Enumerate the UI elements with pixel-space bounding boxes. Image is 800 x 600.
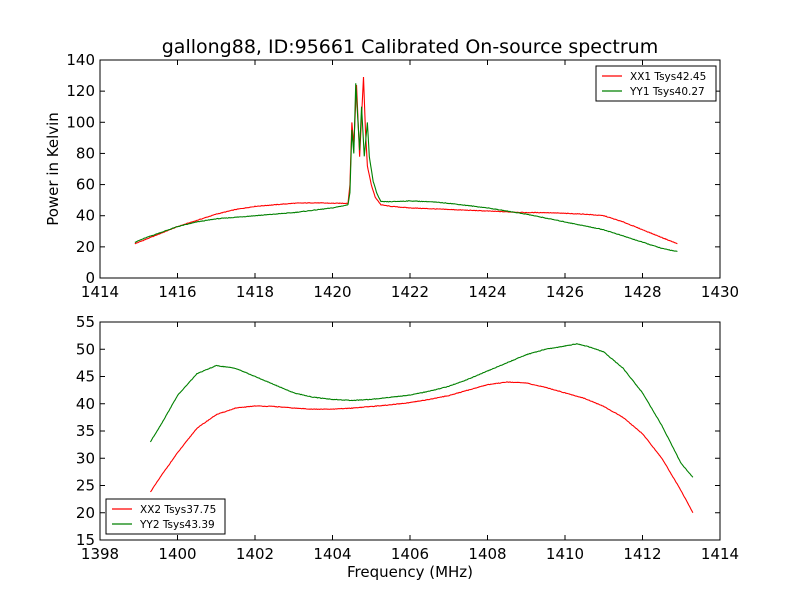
- top-y-tick-label: 0: [85, 269, 95, 287]
- top-x-tick-label: 1430: [701, 283, 739, 301]
- bottom-plot: 1398 1400 1402 1404 1406 1408 1410 1412 1414 15 20…: [76, 313, 739, 563]
- top-x-tick-label: 1420: [313, 283, 351, 301]
- bottom-x-tick-label: 1400: [158, 545, 196, 563]
- bottom-series-line-1: [149, 381, 694, 513]
- top-x-tick-label: 1422: [391, 283, 429, 301]
- top-legend-label-1: XX1 Tsys42.45: [630, 71, 706, 83]
- top-x-tick-label: 1416: [158, 283, 196, 301]
- bottom-legend-box: [105, 498, 226, 535]
- bottom-x-tick-label: 1408: [468, 545, 506, 563]
- bottom-y-tick-label: 20: [76, 504, 95, 522]
- top-plot-ticks-layer: 1414 1416 1418 1420 1422 1424 1426 1428 1430 0 20 4…: [66, 51, 739, 301]
- top-y-tick-label: 140: [66, 51, 95, 69]
- bottom-y-tick-label: 55: [76, 313, 95, 331]
- bottom-legend-label-1: XX2 Tsys37.75: [140, 504, 216, 516]
- bottom-x-tick-label: 1402: [236, 545, 274, 563]
- figure-title: gallong88, ID:95661 Calibrated On-source…: [162, 36, 658, 58]
- bottom-x-tick-label: 1414: [701, 545, 739, 563]
- top-plot-series-layer: [134, 76, 678, 253]
- bottom-series-line-2: [149, 343, 694, 478]
- top-x-tick-label: 1424: [468, 283, 506, 301]
- bottom-y-tick-label: 35: [76, 422, 95, 440]
- top-legend-label-2: YY1 Tsys40.27: [629, 86, 705, 98]
- bottom-y-tick-label: 40: [76, 395, 95, 413]
- bottom-plot-legend: XX2 Tsys37.75 YY2 Tsys43.39: [105, 498, 226, 535]
- figure-xlabel: Frequency (MHz): [347, 563, 473, 581]
- bottom-y-tick-label: 50: [76, 340, 95, 358]
- top-plot-ylabel: Power in Kelvin: [44, 112, 62, 226]
- bottom-x-tick-label: 1410: [546, 545, 584, 563]
- top-y-tick-label: 120: [66, 82, 95, 100]
- bottom-plot-series-layer: [149, 343, 694, 513]
- top-plot-legend: XX1 Tsys42.45 YY1 Tsys40.27: [595, 65, 717, 102]
- bottom-y-tick-label: 45: [76, 368, 95, 386]
- top-x-tick-label: 1428: [623, 283, 661, 301]
- bottom-x-tick-label: 1412: [623, 545, 661, 563]
- top-series-line-1: [134, 76, 678, 245]
- top-plot: 1414 1416 1418 1420 1422 1424 1426 1428 1430 0 20 4…: [44, 51, 739, 301]
- bottom-plot-ticks-layer: 1398 1400 1402 1404 1406 1408 1410 1412 1414 15 20…: [76, 313, 739, 563]
- bottom-legend-label-2: YY2 Tsys43.39: [139, 519, 215, 531]
- top-y-tick-label: 100: [66, 113, 95, 131]
- top-y-tick-label: 40: [76, 207, 95, 225]
- top-x-tick-label: 1426: [546, 283, 584, 301]
- top-y-tick-label: 60: [76, 176, 95, 194]
- top-y-tick-label: 20: [76, 238, 95, 256]
- bottom-y-tick-label: 30: [76, 449, 95, 467]
- top-y-tick-label: 80: [76, 144, 95, 162]
- top-legend-box: [595, 65, 717, 102]
- bottom-x-tick-label: 1404: [313, 545, 351, 563]
- top-series-line-2: [134, 83, 678, 253]
- bottom-y-tick-label: 25: [76, 477, 95, 495]
- bottom-x-tick-label: 1398: [81, 545, 119, 563]
- top-x-tick-label: 1414: [81, 283, 119, 301]
- bottom-x-tick-label: 1406: [391, 545, 429, 563]
- top-x-tick-label: 1418: [236, 283, 274, 301]
- bottom-y-tick-label: 15: [76, 531, 95, 549]
